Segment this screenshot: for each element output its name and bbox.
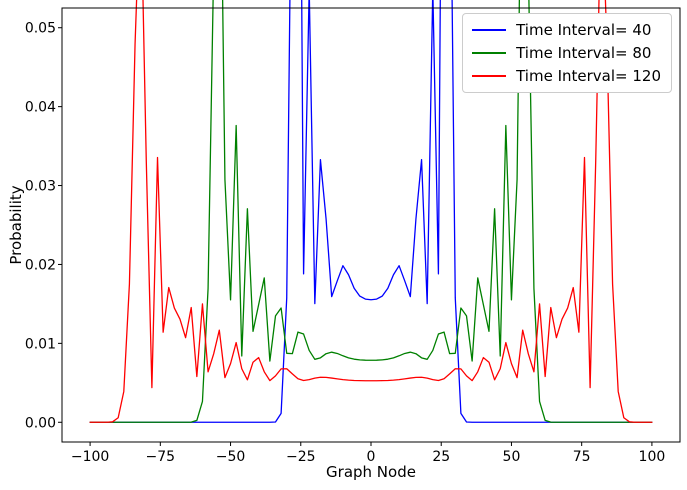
- y-tick-label: 0.04: [25, 100, 56, 116]
- y-tick-label: 0.02: [25, 257, 56, 273]
- x-tick-label: 50: [503, 449, 521, 465]
- x-tick-label: −75: [146, 449, 176, 465]
- legend-entry-label: Time Interval= 40: [516, 21, 652, 39]
- series-line-time-120: [89, 0, 653, 423]
- legend-entry: Time Interval= 80: [472, 44, 661, 62]
- x-tick-label: −25: [286, 449, 316, 465]
- x-axis-label: Graph Node: [326, 463, 416, 481]
- legend-entry: Time Interval= 120: [472, 67, 661, 85]
- y-axis-label: Probability: [7, 185, 25, 265]
- y-tick-label: 0.00: [25, 415, 56, 431]
- y-tick-label: 0.03: [25, 179, 56, 195]
- x-tick-label: −100: [71, 449, 109, 465]
- x-tick-label: 0: [367, 449, 376, 465]
- x-tick-label: 25: [432, 449, 450, 465]
- legend: Time Interval= 40 Time Interval= 80 Time I…: [462, 13, 672, 93]
- legend-line-sample: [472, 52, 507, 54]
- y-tick-label: 0.05: [25, 21, 56, 37]
- legend-entry-label: Time Interval= 120: [516, 67, 661, 85]
- legend-entry-label: Time Interval= 80: [516, 44, 652, 62]
- x-tick-label: 100: [639, 449, 666, 465]
- legend-entry: Time Interval= 40: [472, 21, 661, 39]
- x-tick-label: −50: [216, 449, 246, 465]
- x-tick-label: 75: [573, 449, 591, 465]
- legend-line-sample: [472, 29, 507, 31]
- y-tick-label: 0.01: [25, 336, 56, 352]
- legend-line-sample: [472, 75, 507, 77]
- series-line-time-80: [89, 0, 653, 423]
